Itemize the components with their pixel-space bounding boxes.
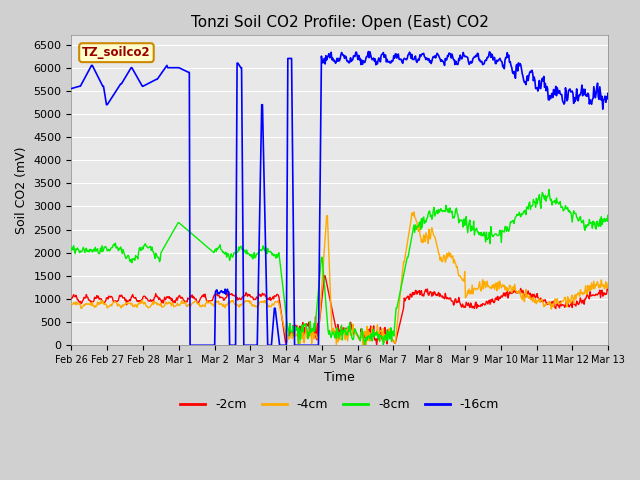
X-axis label: Time: Time	[324, 371, 355, 384]
Text: TZ_soilco2: TZ_soilco2	[82, 46, 151, 59]
Legend: -2cm, -4cm, -8cm, -16cm: -2cm, -4cm, -8cm, -16cm	[175, 394, 504, 417]
Title: Tonzi Soil CO2 Profile: Open (East) CO2: Tonzi Soil CO2 Profile: Open (East) CO2	[191, 15, 489, 30]
Y-axis label: Soil CO2 (mV): Soil CO2 (mV)	[15, 146, 28, 234]
